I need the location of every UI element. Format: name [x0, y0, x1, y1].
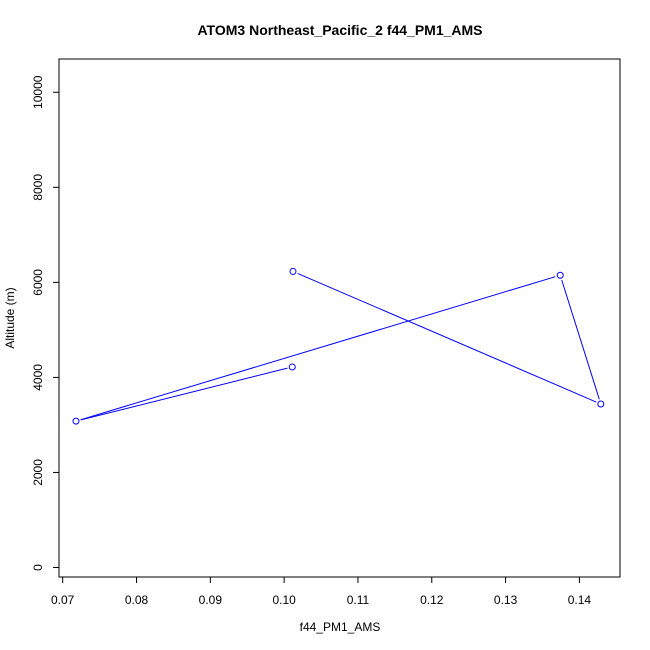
data-point	[597, 400, 605, 408]
y-tick-label: 2000	[31, 459, 45, 486]
series-layer	[72, 267, 605, 425]
x-tick-label: 0.10	[272, 593, 296, 607]
chart-title: ATOM3 Northeast_Pacific_2 f44_PM1_AMS	[197, 22, 482, 38]
y-tick-label: 0	[31, 564, 45, 571]
data-point	[289, 267, 297, 275]
data-point	[288, 363, 296, 371]
y-tick-label: 8000	[31, 174, 45, 201]
series-line-segment	[80, 276, 556, 421]
plot-frame	[58, 58, 621, 578]
x-tick-label: 0.13	[494, 593, 518, 607]
x-axis-label: f44_PM1_AMS	[300, 620, 381, 634]
x-tick-label: 0.09	[199, 593, 223, 607]
x-tick-label: 0.11	[347, 593, 370, 607]
x-tick-label: 0.08	[125, 593, 149, 607]
x-tick-label: 0.14	[568, 593, 592, 607]
x-axis: 0.07 0.08 0.09 0.10 0.11 0.12 0.13 0.14	[51, 576, 592, 607]
y-tick-label: 6000	[31, 269, 45, 296]
x-tick-label: 0.12	[420, 593, 444, 607]
y-tick-label: 4000	[31, 364, 45, 391]
y-axis: 0 2000 4000 6000 8000 10000	[31, 75, 60, 571]
data-point	[72, 417, 80, 425]
y-axis-label: Altitude (m)	[3, 287, 17, 348]
series-line-segment	[561, 279, 600, 400]
series-line-segment	[80, 367, 288, 421]
series-line-segment	[297, 272, 597, 403]
y-tick-label: 10000	[31, 75, 45, 109]
data-point	[556, 271, 564, 279]
x-tick-label: 0.07	[51, 593, 75, 607]
